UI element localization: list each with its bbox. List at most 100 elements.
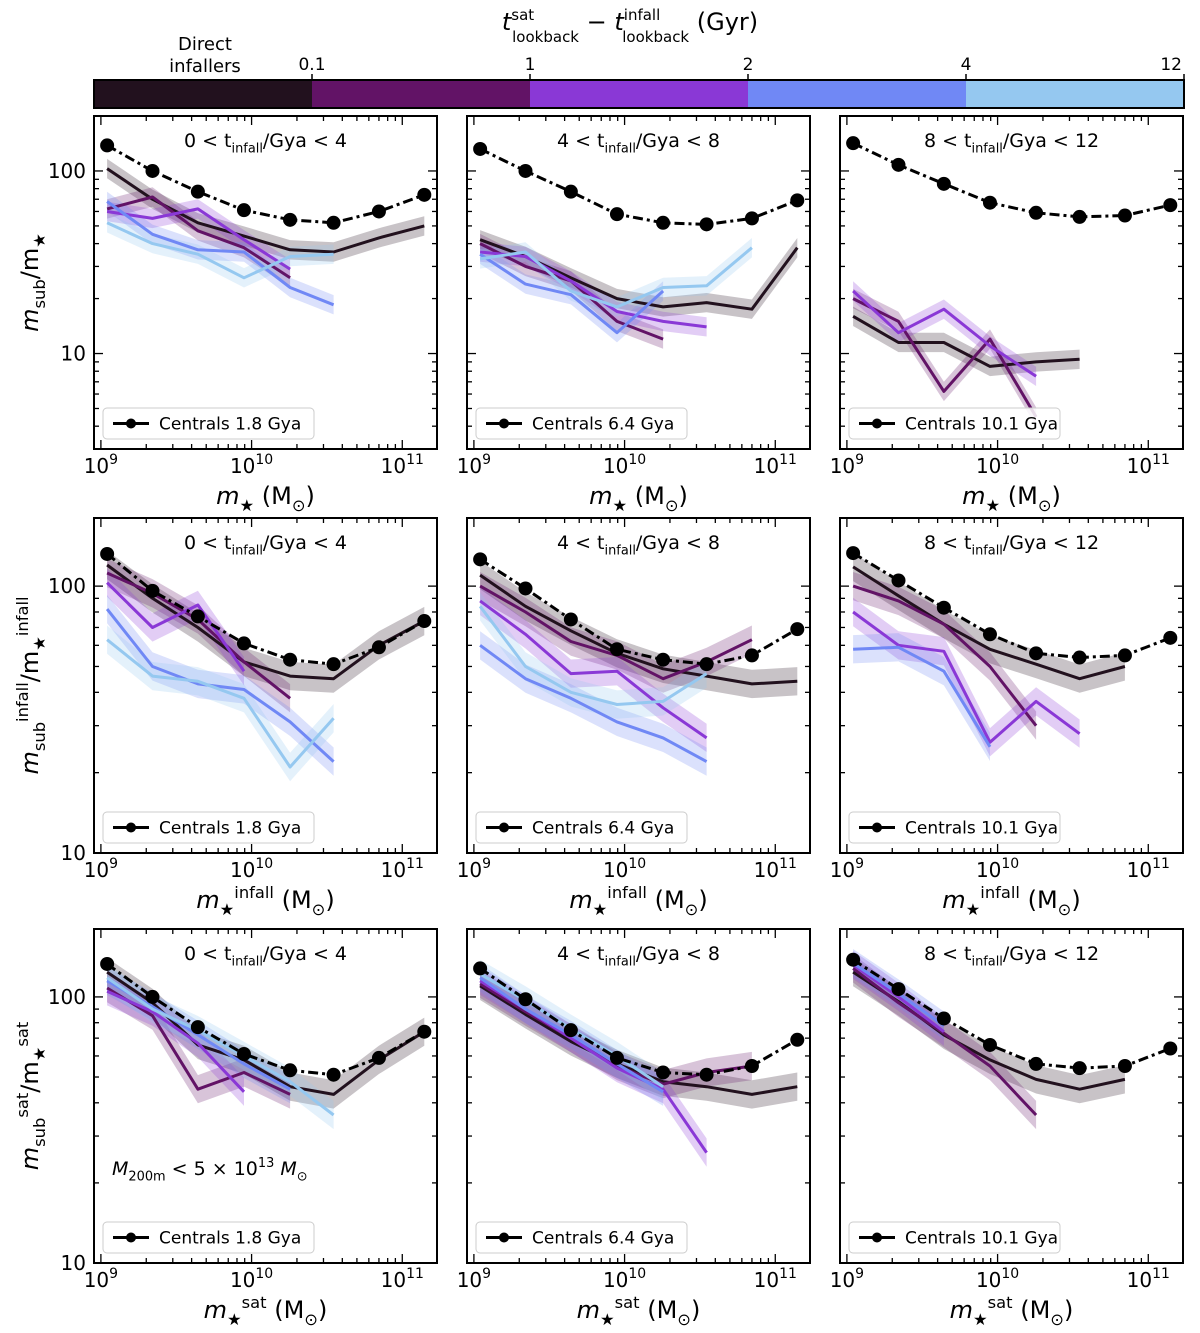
series-line-bin-0 [852, 315, 1080, 368]
panel-r0-c0: 109 1010 1011 10 100 0 < tinfall/Gya < 4 Centr… [16, 115, 438, 515]
centrals-point [371, 1050, 386, 1065]
legend-marker [126, 822, 136, 833]
series-line-bin-4 [106, 638, 335, 769]
legend-marker [499, 1232, 509, 1243]
legend-box [102, 1221, 315, 1254]
centrals-point [656, 215, 671, 230]
centrals-point [326, 215, 341, 230]
plot-area [100, 956, 432, 1130]
legend-label: Centrals 1.8 Gya [159, 819, 301, 839]
centrals-point [1117, 648, 1132, 663]
x-axis-label: m★sat (M⊙) [577, 1293, 701, 1329]
legend-marker [499, 822, 509, 833]
x-tick-label: 1010 [976, 1266, 1019, 1292]
centrals-point [699, 657, 714, 672]
plot-area [100, 546, 432, 782]
panel-r1-c1: 109 1010 1011 4 < tinfall/Gya < 8 Centrals 6… [457, 517, 811, 919]
centrals-point [1029, 1056, 1044, 1071]
band-bin-0 [107, 550, 425, 693]
series-line-bin-3 [853, 645, 992, 748]
centrals-point [417, 614, 432, 629]
centrals-point [699, 1067, 714, 1082]
panel-title: 4 < tinfall/Gya < 8 [557, 943, 720, 970]
x-tick-label: 109 [830, 856, 864, 882]
centrals-point [656, 1065, 671, 1080]
x-tick-label: 1010 [603, 1266, 646, 1292]
series-line-bin-4 [106, 976, 335, 1117]
panel-title: 0 < tinfall/Gya < 4 [184, 943, 347, 970]
legend-box [102, 811, 315, 844]
colorbar-segment [530, 80, 748, 108]
centrals-point [563, 184, 578, 199]
centrals-point [744, 648, 759, 663]
legend: Centrals 1.8 Gya [102, 407, 315, 440]
series-line-bin-1 [852, 967, 1038, 1117]
series-line-bin-3 [105, 608, 335, 763]
centrals-point [744, 211, 759, 226]
centrals-line [106, 962, 426, 1077]
band-bin-2 [853, 597, 1080, 757]
centrals-point [1072, 650, 1087, 665]
band-bin-0 [480, 230, 798, 319]
series-line-bin-1 [852, 584, 1038, 727]
legend: Centrals 1.8 Gya [102, 811, 315, 844]
centrals-point [982, 627, 997, 642]
plot-area [846, 546, 1178, 761]
series-line-bin-3 [479, 644, 708, 763]
centrals-point [1163, 630, 1178, 645]
series-line-bin-2 [852, 289, 1037, 378]
panel-background [94, 518, 437, 853]
panel-r2-c0: 109 1010 1011 10 100 0 < tinfall/Gya < 4 Centr… [13, 928, 438, 1329]
legend: Centrals 6.4 Gya [475, 811, 688, 844]
centrals-point [609, 207, 624, 222]
centrals-point [145, 163, 160, 178]
x-tick-label: 109 [84, 1266, 118, 1292]
centrals-point [1072, 209, 1087, 224]
centrals-point [1117, 208, 1132, 223]
centrals-point [190, 184, 205, 199]
x-tick-label: 1011 [754, 1266, 797, 1292]
centrals-point [326, 657, 341, 672]
series-line-bin-0 [852, 565, 1126, 681]
centrals-point [846, 952, 861, 967]
band-bin-2 [107, 568, 244, 686]
colorbar-tick-label: 12 [1160, 55, 1182, 75]
series-line-bin-1 [106, 195, 291, 280]
x-tick-label: 109 [457, 1266, 491, 1292]
legend-box [475, 407, 688, 440]
centrals-point [190, 609, 205, 624]
colorbar-title: tsat lookback − tinfall lookback (Gyr) [502, 6, 758, 46]
series-line-bin-0 [479, 573, 798, 686]
band-bin-0 [853, 957, 1125, 1104]
panel-background [467, 929, 810, 1263]
x-tick-label: 1011 [381, 856, 424, 882]
series-line-bin-2 [852, 610, 1081, 744]
panel-title: 0 < tinfall/Gya < 4 [184, 532, 347, 559]
centrals-line [479, 967, 799, 1077]
centrals-line [479, 558, 799, 666]
centrals-point [936, 176, 951, 191]
legend-box [848, 811, 1061, 844]
colorbar-tick-label: 4 [961, 55, 972, 75]
panel-title: 4 < tinfall/Gya < 8 [557, 532, 720, 559]
mass-cut-annotation: M200m < 5 × 1013 M⊙ [112, 1156, 308, 1185]
x-tick-label: 109 [84, 452, 118, 478]
panel-title: 4 < tinfall/Gya < 8 [557, 130, 720, 157]
x-tick-label: 109 [830, 1266, 864, 1292]
band-bin-0 [480, 971, 798, 1109]
centrals-line [106, 552, 426, 666]
legend: Centrals 10.1 Gya [848, 407, 1061, 440]
x-tick-label: 109 [84, 856, 118, 882]
centrals-point [1072, 1061, 1087, 1076]
y-axis-label: msubinfall/m★infall [13, 596, 49, 774]
x-tick-label: 109 [457, 452, 491, 478]
legend-box [848, 1221, 1061, 1254]
panel-frame [466, 517, 811, 854]
band-bin-1 [853, 572, 1037, 740]
plot-area [473, 141, 805, 349]
centrals-point [790, 622, 805, 637]
colorbar-direct-label: Direct [178, 34, 232, 55]
centrals-point [417, 1024, 432, 1039]
panel-frame [93, 928, 438, 1264]
